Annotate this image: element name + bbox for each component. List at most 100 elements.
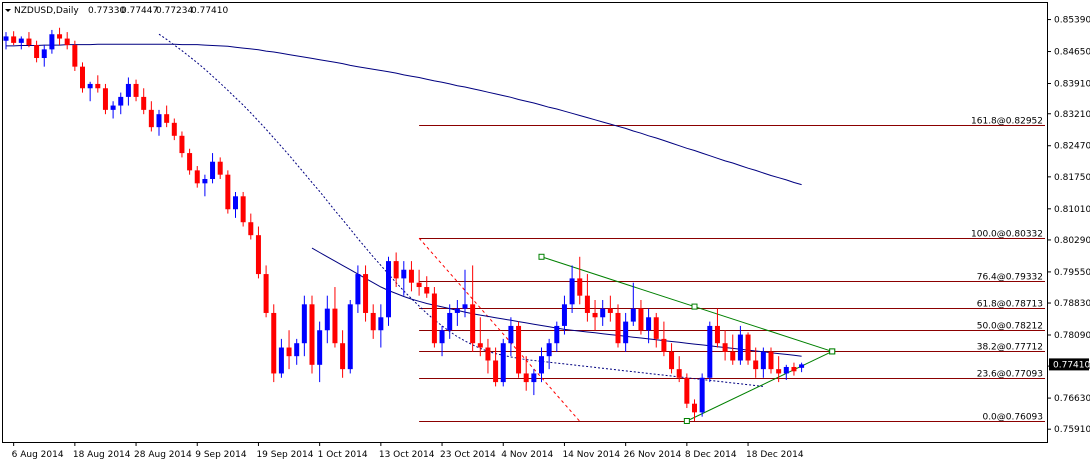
candle-body xyxy=(347,304,353,370)
candle-body xyxy=(508,325,514,344)
time-tick-label: 1 Oct 2014 xyxy=(318,450,368,460)
triangle-lower-line xyxy=(686,350,833,422)
price-axis: 0.85390 0.84650 0.83910 0.83210 0.82470 0.817… xyxy=(1047,16,1090,435)
candle-body xyxy=(133,83,139,97)
candle-body xyxy=(523,373,529,383)
candle-body xyxy=(171,122,177,136)
time-tick-label: 19 Sep 2014 xyxy=(256,450,313,460)
candle-body xyxy=(630,308,636,322)
candle-body xyxy=(646,317,652,331)
time-axis: 6 Aug 2014 18 Aug 2014 28 Aug 2014 9 Sep 20… xyxy=(12,442,804,460)
price-tick-label: 0.78090 xyxy=(1054,331,1090,341)
symbol-label: NZDUSD,Daily xyxy=(14,6,79,16)
fib-trend-line xyxy=(418,237,581,422)
price-tick-label: 0.78830 xyxy=(1054,299,1090,309)
candle-body xyxy=(141,96,147,110)
moving-average-medium xyxy=(158,33,764,387)
candle-body xyxy=(439,330,445,344)
candle-body xyxy=(661,338,667,352)
time-tick-label: 14 Nov 2014 xyxy=(562,450,620,460)
candle-body xyxy=(768,351,774,370)
candle-body xyxy=(431,293,437,344)
candle-body xyxy=(378,317,384,331)
candle-body xyxy=(363,274,369,313)
candle-body xyxy=(87,83,93,89)
candle-body xyxy=(355,274,361,305)
dropdown-triangle-icon[interactable] xyxy=(5,9,11,12)
triangle-pattern[interactable] xyxy=(538,253,836,424)
candle-body xyxy=(210,161,216,180)
candle-body xyxy=(539,356,544,374)
time-tick-label: 6 Aug 2014 xyxy=(12,450,64,460)
candle-body xyxy=(393,261,399,279)
candle-body xyxy=(416,282,422,288)
current-price-marker: 0.77410 xyxy=(1049,358,1090,371)
candle-body xyxy=(676,369,682,378)
price-tick-label: 0.82470 xyxy=(1054,142,1090,152)
candle-body xyxy=(454,308,460,313)
candle-body xyxy=(41,49,47,59)
candle-body xyxy=(340,343,346,370)
candle-body xyxy=(179,135,185,154)
candle-body xyxy=(745,334,751,361)
fib-level-label: 23.6@0.77093 xyxy=(977,370,1043,380)
candle-body xyxy=(485,347,491,361)
candle-body xyxy=(408,269,414,283)
candle-body xyxy=(286,347,292,357)
candle-body xyxy=(600,308,606,318)
time-tick-label: 18 Dec 2014 xyxy=(746,450,804,460)
time-tick-label: 28 Aug 2014 xyxy=(134,450,192,460)
price-tick-label: 0.81750 xyxy=(1054,173,1090,183)
ohlc-high: 0.77447 xyxy=(121,6,158,16)
candle-body xyxy=(638,308,644,331)
candle-body xyxy=(217,161,223,175)
candle-body xyxy=(447,312,453,331)
current-price-tag xyxy=(1049,358,1089,371)
candle-body xyxy=(187,153,193,171)
candle-body xyxy=(462,304,468,309)
candle-body xyxy=(309,304,315,365)
candle-body xyxy=(760,351,766,370)
candle-body xyxy=(263,274,269,313)
candle-body xyxy=(500,343,506,383)
candle-body xyxy=(80,66,85,89)
candle-body xyxy=(255,235,261,275)
triangle-anchor-point xyxy=(683,417,690,424)
candle-body xyxy=(722,343,728,352)
candle-body xyxy=(332,308,338,344)
candle-body xyxy=(531,373,537,383)
candle-body xyxy=(477,343,483,348)
candle-body xyxy=(584,295,590,313)
candle-body xyxy=(615,312,621,344)
candle-body xyxy=(577,278,583,296)
candle-body xyxy=(3,36,9,41)
candle-body xyxy=(730,351,736,361)
ohlc-low: 0.77234 xyxy=(156,6,193,16)
candle-body xyxy=(653,317,659,339)
candle-body xyxy=(102,88,108,110)
fib-level-label: 100.0@0.80332 xyxy=(971,230,1043,240)
candle-body xyxy=(516,325,522,374)
candle-body xyxy=(753,360,759,370)
candle-body xyxy=(592,312,598,318)
triangle-anchor-point xyxy=(538,253,545,260)
candle-body xyxy=(317,330,323,365)
candle-body xyxy=(493,360,499,383)
candle-body xyxy=(148,109,154,128)
candle-body xyxy=(118,96,124,106)
candles xyxy=(3,27,805,421)
candle-body xyxy=(271,312,277,374)
candle-body xyxy=(64,38,70,46)
candle-body xyxy=(401,269,407,279)
candle-body xyxy=(783,366,789,374)
fibonacci-retracement[interactable]: 161.8@0.82952 100.0@0.80332 76.4@0.79332 61… xyxy=(418,117,1045,423)
time-tick-label: 9 Sep 2014 xyxy=(195,450,247,460)
candle-body xyxy=(561,304,567,326)
candle-body xyxy=(324,308,330,331)
candle-body xyxy=(34,45,40,59)
candle-body xyxy=(202,179,208,184)
time-tick-label: 13 Oct 2014 xyxy=(379,450,435,460)
time-tick-label: 26 Nov 2014 xyxy=(624,450,682,460)
candle-body xyxy=(72,45,78,67)
